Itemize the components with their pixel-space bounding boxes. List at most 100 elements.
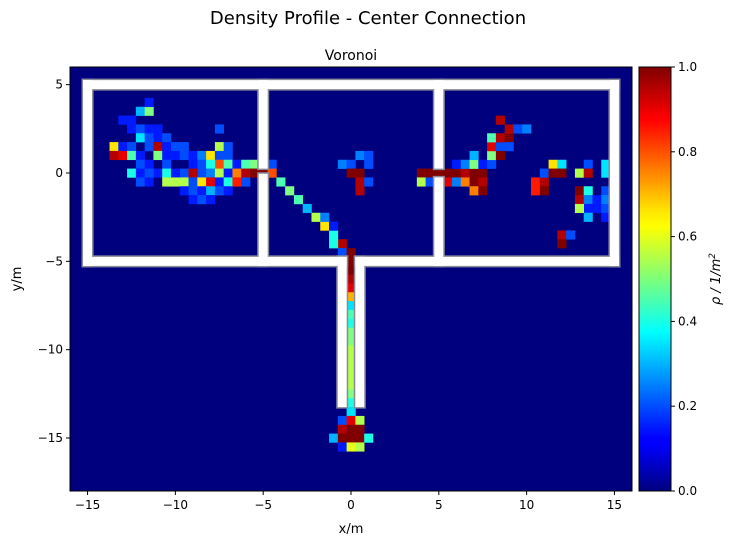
density-cell <box>144 177 154 187</box>
density-cell <box>346 256 356 267</box>
density-cell <box>127 124 137 134</box>
density-cell <box>329 433 339 443</box>
density-cell <box>548 159 558 169</box>
density-cell <box>170 150 181 161</box>
density-cell <box>601 186 611 196</box>
density-cell <box>127 115 137 125</box>
density-cell <box>451 177 462 187</box>
density-cell <box>346 274 356 284</box>
density-cell <box>337 424 347 434</box>
density-cell <box>329 221 339 231</box>
colorbar-label-base: ρ / 1/m <box>709 259 724 305</box>
y-axis-label: y/m <box>10 267 25 292</box>
density-cell <box>346 380 356 390</box>
density-cell <box>232 168 242 178</box>
density-cell <box>320 221 330 231</box>
density-cell <box>179 168 189 178</box>
density-cell <box>337 248 347 258</box>
density-cell <box>531 177 541 187</box>
colorbar-label: ρ / 1/m2 <box>708 253 724 305</box>
density-cell <box>337 442 347 452</box>
density-cell <box>495 133 505 143</box>
x-tick-label: 5 <box>435 498 443 512</box>
density-cell <box>583 195 593 205</box>
density-cell <box>487 142 497 152</box>
density-cell <box>346 407 356 417</box>
y-axis: 5 0 −5 −10 −15 <box>38 78 70 445</box>
density-cell <box>337 239 347 249</box>
y-tick-label: 0 <box>55 166 63 180</box>
density-cell <box>153 133 163 143</box>
density-cell <box>539 168 549 178</box>
density-cell <box>495 115 505 125</box>
y-tick-label: −5 <box>45 254 63 268</box>
density-cell <box>162 133 172 143</box>
x-tick-label: −10 <box>163 498 188 512</box>
density-cell <box>478 159 488 169</box>
density-cell <box>267 159 277 169</box>
plot-area <box>69 66 633 492</box>
density-cell <box>206 159 216 169</box>
density-cell <box>214 150 224 161</box>
density-cell <box>346 336 356 346</box>
density-cell <box>329 230 339 240</box>
density-cell <box>214 124 224 134</box>
colorbar-tick-label: 0.8 <box>678 145 697 159</box>
density-cell <box>469 168 479 178</box>
density-cell <box>355 177 365 187</box>
density-cell <box>469 186 479 196</box>
density-cell <box>135 150 145 161</box>
density-cell <box>127 142 137 152</box>
density-cell <box>162 159 172 169</box>
density-cell <box>574 186 584 196</box>
x-tick-label: 0 <box>347 498 355 512</box>
density-cell <box>346 301 356 311</box>
density-cell <box>566 230 576 240</box>
density-cell <box>583 203 593 214</box>
density-cell <box>337 415 347 426</box>
density-cell <box>574 195 584 205</box>
density-cell <box>250 168 260 178</box>
density-cell <box>197 168 207 178</box>
density-cell <box>170 142 181 152</box>
density-cell <box>144 106 154 116</box>
x-tick-label: −5 <box>254 498 272 512</box>
density-cell <box>153 142 163 152</box>
density-cell <box>223 186 233 196</box>
density-cell <box>188 150 198 161</box>
density-cell <box>434 168 444 178</box>
density-cell <box>601 212 611 222</box>
density-cell <box>451 159 462 169</box>
density-cell <box>135 133 145 143</box>
density-cell <box>478 186 488 196</box>
density-cell <box>241 168 251 178</box>
density-cell <box>460 177 470 187</box>
density-cell <box>232 159 242 169</box>
density-cell <box>601 168 611 178</box>
density-cell <box>170 168 181 178</box>
density-cell <box>188 195 198 205</box>
density-cell <box>346 292 356 302</box>
colorbar: 0.0 0.2 0.4 0.6 0.8 1.0 ρ / 1/m2 <box>638 60 724 498</box>
figure-title: Density Profile - Center Connection <box>210 8 526 29</box>
density-cell <box>144 97 154 108</box>
y-tick-label: −10 <box>38 343 63 357</box>
density-cell <box>188 186 198 196</box>
y-tick-label: 5 <box>55 78 63 92</box>
density-cell <box>206 168 216 178</box>
density-cell <box>144 168 154 178</box>
density-cell <box>531 186 541 196</box>
density-cell <box>135 168 145 178</box>
density-cell <box>206 177 216 187</box>
density-cell <box>346 362 356 373</box>
density-cell <box>539 177 549 187</box>
density-cell <box>118 142 128 152</box>
density-cell <box>162 142 172 152</box>
density-cell <box>478 177 488 187</box>
density-cell <box>557 168 567 178</box>
density-cell <box>469 177 479 187</box>
density-cell <box>460 159 470 169</box>
density-cell <box>416 177 426 187</box>
density-cell <box>197 195 207 205</box>
density-cell <box>223 142 233 152</box>
